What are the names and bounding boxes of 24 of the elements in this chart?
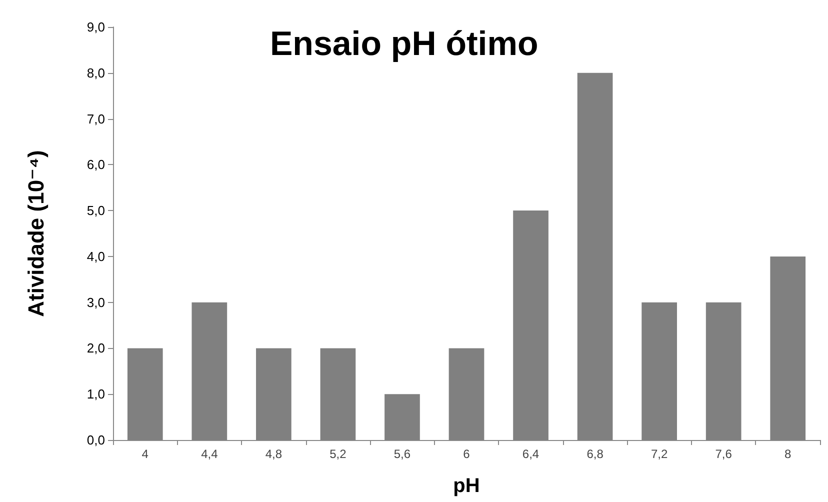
- y-tick-label: 0,0: [86, 432, 105, 448]
- y-tick-label: 2,0: [86, 340, 105, 356]
- x-tick-label: 8: [784, 447, 792, 461]
- y-tick-label: 4,0: [86, 248, 105, 264]
- x-tick-label: 6: [463, 447, 470, 461]
- chart-title: Ensaio pH ótimo: [270, 25, 538, 63]
- y-tick-label: 5,0: [86, 203, 105, 218]
- x-tick-label: 7,6: [715, 447, 732, 461]
- x-tick-label: 7,2: [650, 447, 668, 461]
- x-tick-label: 6,4: [522, 447, 540, 461]
- x-tick-label: 4,8: [265, 447, 282, 461]
- y-tick-label: 7,0: [86, 111, 105, 126]
- x-axis-title: pH: [453, 475, 480, 497]
- y-tick-label: 8,0: [86, 65, 105, 80]
- x-tick-label: 6,8: [586, 447, 604, 461]
- x-tick-label: 4,4: [201, 447, 218, 461]
- x-tick-label: 4: [142, 447, 149, 461]
- y-axis-title: Atividade (10⁻⁴): [24, 150, 48, 317]
- x-tick-label: 5,2: [330, 447, 347, 461]
- y-tick-label: 6,0: [86, 157, 105, 172]
- y-tick-label: 9,0: [86, 20, 105, 34]
- y-tick-label: 3,0: [86, 294, 105, 310]
- x-tick-label: 5,6: [394, 447, 411, 461]
- y-tick-label: 1,0: [86, 386, 105, 402]
